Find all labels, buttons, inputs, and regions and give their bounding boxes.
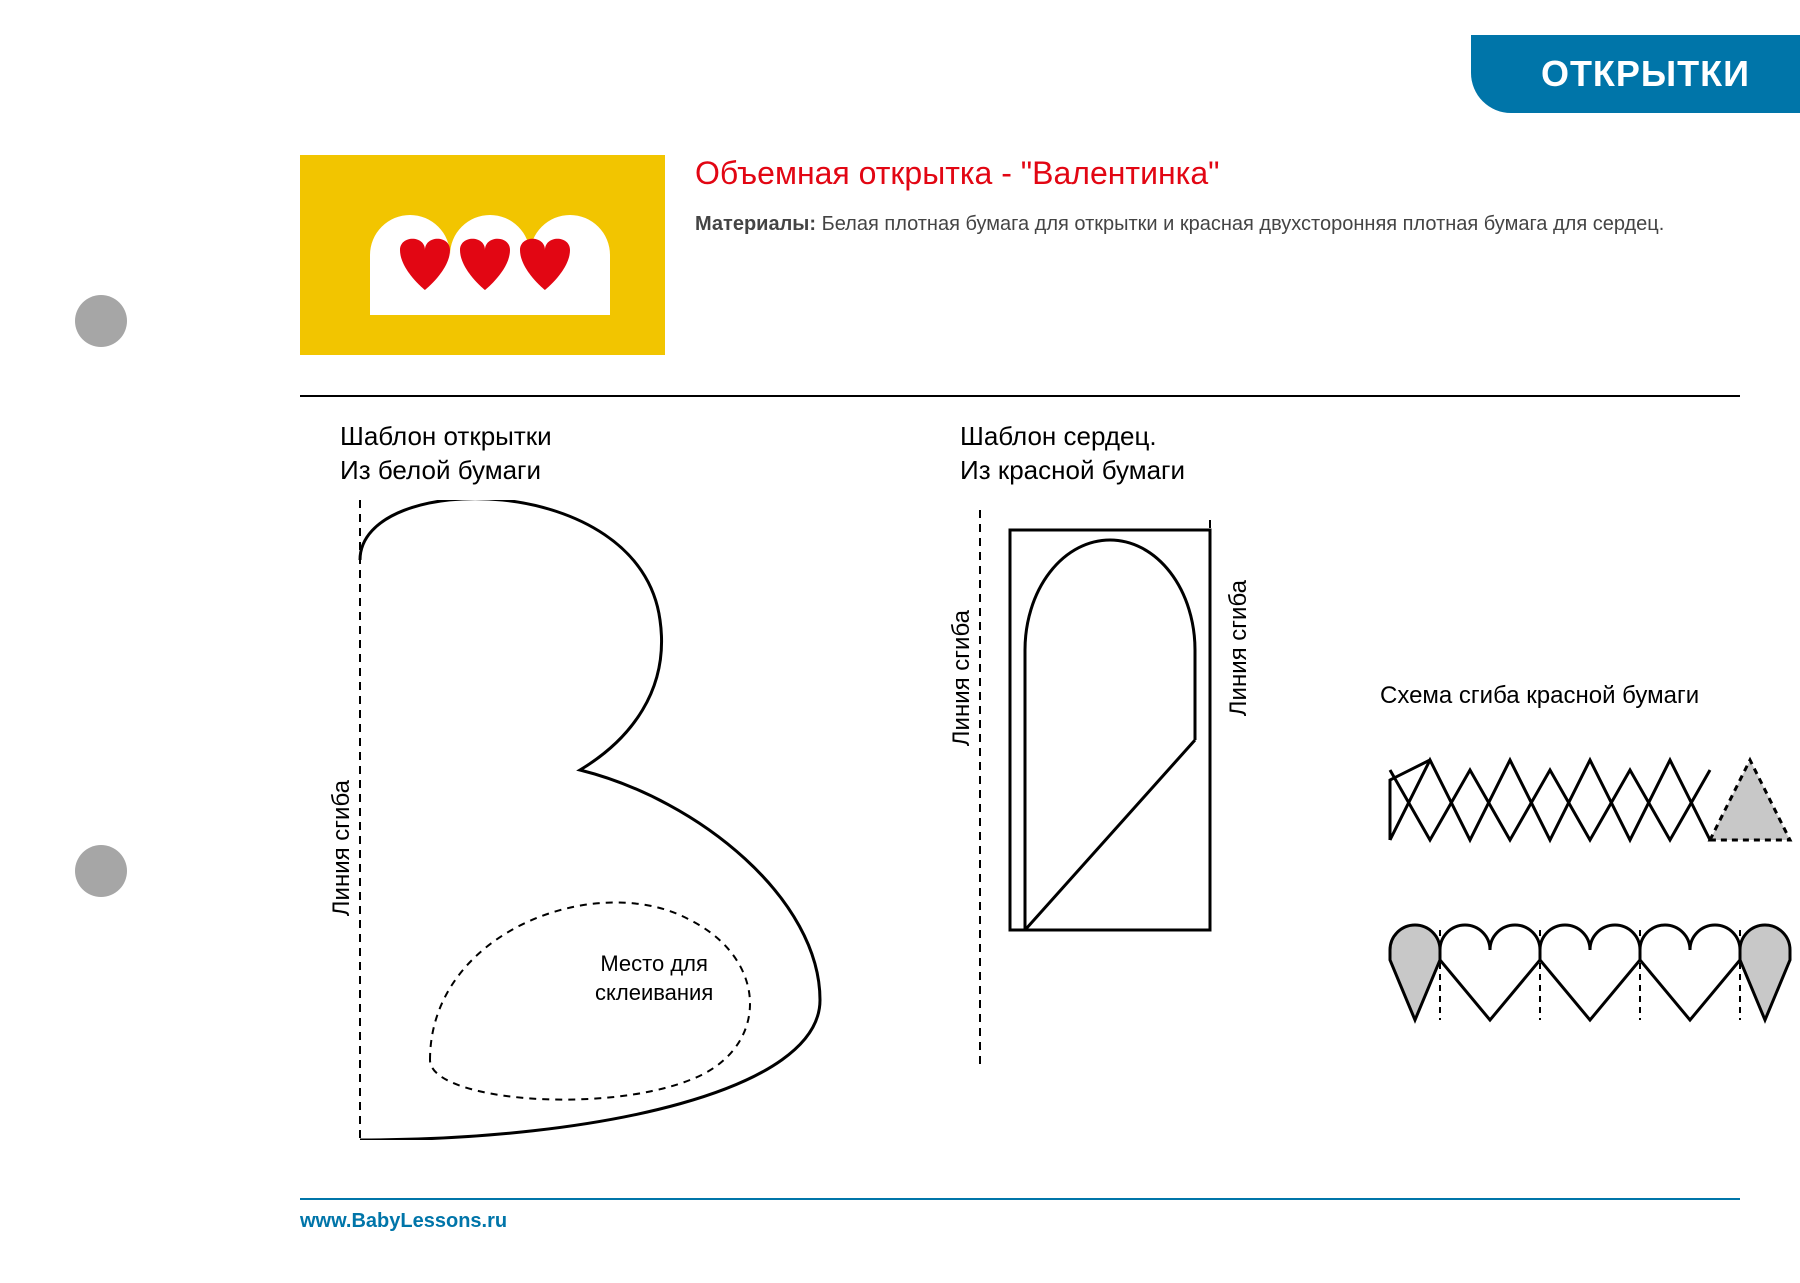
hearts-photo-svg — [300, 155, 665, 355]
heart-template-label-2: Из красной бумаги — [960, 455, 1185, 485]
footer-link[interactable]: www.BabyLessons.ru — [300, 1210, 507, 1232]
page-title: Объемная открытка - "Валентинка" — [695, 155, 1664, 192]
glue-label-1: Место для — [600, 951, 708, 976]
category-tab: ОТКРЫТКИ — [1471, 35, 1800, 113]
glue-label-2: склеивания — [595, 980, 713, 1005]
fold-line-label-left: Линия сгиба — [328, 780, 356, 916]
heart-template-label: Шаблон сердец. Из красной бумаги — [960, 420, 1185, 488]
divider — [300, 395, 1740, 397]
diagram-area: Шаблон открытки Из белой бумаги Шаблон с… — [300, 420, 1740, 1163]
header-text: Объемная открытка - "Валентинка" Материа… — [695, 155, 1664, 355]
card-template-label-1: Шаблон открытки — [340, 421, 552, 451]
binder-hole — [75, 295, 127, 347]
hearts-chain-svg — [1380, 900, 1800, 1040]
materials: Материалы: Белая плотная бумага для откр… — [695, 210, 1664, 238]
card-template-label: Шаблон открытки Из белой бумаги — [340, 420, 552, 488]
fold-line-label-mid-left: Линия сгиба — [948, 610, 976, 746]
materials-label: Материалы: — [695, 213, 816, 235]
fold-scheme-svg — [1380, 730, 1800, 870]
fold-scheme-label: Схема сгиба красной бумаги — [1380, 680, 1699, 711]
card-template-svg — [300, 500, 860, 1140]
fold-line-label-mid-right: Линия сгиба — [1225, 580, 1253, 716]
header: Объемная открытка - "Валентинка" Материа… — [300, 155, 1740, 355]
materials-body: Белая плотная бумага для открытки и крас… — [822, 213, 1665, 235]
page: ОТКРЫТКИ Объемная открытка - "Валентинка… — [150, 0, 1800, 1283]
footer: www.BabyLessons.ru — [300, 1198, 1740, 1233]
binder-hole — [75, 845, 127, 897]
heart-template-label-1: Шаблон сердец. — [960, 421, 1157, 451]
glue-area-label: Место для склеивания — [595, 950, 713, 1007]
result-photo — [300, 155, 665, 355]
card-template-label-2: Из белой бумаги — [340, 455, 541, 485]
